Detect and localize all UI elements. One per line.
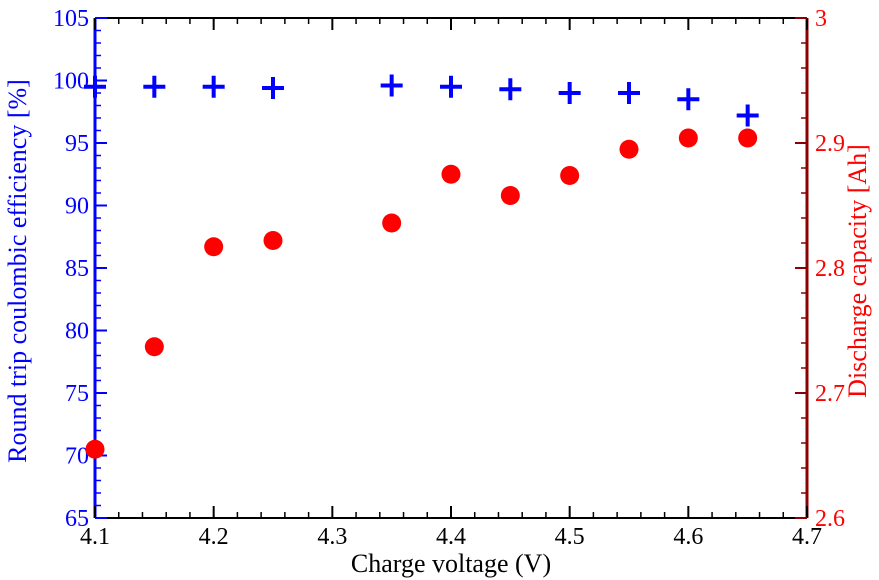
right-y-tick-label: 2.7	[815, 381, 845, 407]
axes: 4.1 4.2 4.3 4.4 4.5 4.6 4.7 65 70 75 80 85 90 95 100 10…	[53, 6, 845, 550]
x-tick-label: 4.2	[199, 524, 229, 550]
left-y-tick-label: 85	[65, 256, 89, 282]
x-tick-label: 4.7	[792, 524, 822, 550]
capacity-point	[500, 186, 520, 205]
data-marks	[84, 74, 759, 459]
right-y-tick-label: 2.9	[815, 131, 845, 157]
efficiency-point	[143, 75, 166, 98]
left-y-axis-title: Round trip coulombic efficiency [%]	[3, 79, 32, 463]
efficiency-point	[499, 78, 522, 101]
left-y-tick-label: 100	[53, 69, 89, 95]
capacity-point	[678, 128, 698, 148]
x-tick-label: 4.1	[80, 524, 110, 550]
right-y-tick-label: 3	[815, 6, 827, 32]
capacity-point	[738, 128, 758, 148]
left-y-tick-label: 90	[65, 194, 89, 220]
capacity-point	[560, 166, 580, 185]
right-y-axis-title: Discharge capacity [Ah]	[843, 144, 872, 398]
x-tick-label: 4.4	[436, 524, 466, 550]
efficiency-point	[558, 82, 581, 104]
efficiency-point	[618, 82, 640, 104]
efficiency-point	[84, 75, 106, 98]
right-y-tick-label: 2.6	[815, 506, 845, 532]
left-y-tick-label: 95	[65, 131, 89, 157]
capacity-point	[204, 237, 224, 257]
left-y-tick-label: 105	[53, 6, 89, 32]
left-y-tick-label: 80	[65, 319, 89, 345]
x-tick-label: 4.6	[673, 524, 703, 550]
efficiency-point	[736, 104, 759, 127]
capacity-point	[263, 231, 283, 250]
left-y-tick-label: 65	[65, 506, 89, 532]
efficiency-point	[440, 75, 462, 98]
right-y-tick-label: 2.8	[815, 256, 845, 282]
x-axis-title: Charge voltage (V)	[351, 549, 551, 578]
capacity-point	[382, 213, 402, 233]
capacity-point	[619, 139, 639, 159]
efficiency-point	[677, 88, 700, 111]
x-tick-label: 4.3	[317, 524, 347, 550]
efficiency-point	[262, 77, 284, 99]
efficiency-point	[202, 75, 225, 98]
left-y-tick-label: 75	[65, 381, 89, 407]
capacity-point	[144, 337, 164, 357]
left-y-tick-label: 70	[65, 444, 89, 470]
capacity-point	[441, 164, 461, 184]
capacity-point	[85, 439, 105, 459]
x-tick-label: 4.5	[555, 524, 585, 550]
efficiency-point	[380, 74, 403, 97]
